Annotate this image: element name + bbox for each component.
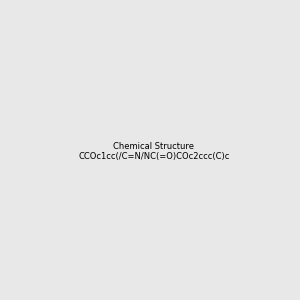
Text: Chemical Structure
CCOc1cc(/C=N/NC(=O)COc2ccc(C)c: Chemical Structure CCOc1cc(/C=N/NC(=O)CO… bbox=[78, 142, 230, 161]
